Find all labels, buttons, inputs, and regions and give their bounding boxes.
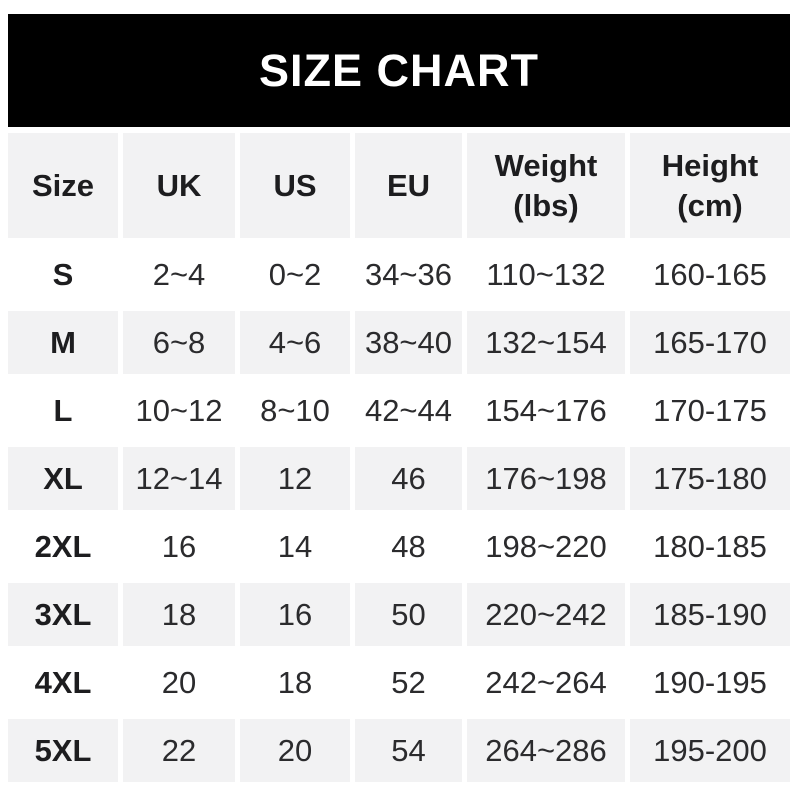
column-header-sub: (lbs) [513, 187, 579, 223]
uk-value: 10~12 [123, 379, 235, 442]
us-value: 0~2 [240, 243, 350, 306]
weight-value: 154~176 [467, 379, 625, 442]
column-header-uk: UK [123, 133, 235, 238]
table-row-5xl: 5XL 22 20 54 264~286 195-200 [8, 719, 790, 782]
eu-value: 34~36 [355, 243, 462, 306]
column-header-label: UK [156, 167, 202, 203]
us-value: 8~10 [240, 379, 350, 442]
column-header-label: US [273, 167, 317, 203]
column-header-label: EU [386, 167, 431, 203]
table-row-s: S 2~4 0~2 34~36 110~132 160-165 [8, 243, 790, 306]
eu-value: 46 [355, 447, 462, 510]
size-label: L [8, 379, 118, 442]
height-value: 160-165 [630, 243, 790, 306]
weight-value: 110~132 [467, 243, 625, 306]
size-label: M [8, 311, 118, 374]
table-row-l: L 10~12 8~10 42~44 154~176 170-175 [8, 379, 790, 442]
us-value: 4~6 [240, 311, 350, 374]
weight-value: 176~198 [467, 447, 625, 510]
header-row: Size UK US EU Weight (lbs) Height (cm) [8, 133, 790, 238]
column-header-label: Size [31, 167, 95, 203]
us-value: 20 [240, 719, 350, 782]
column-header-us: US [240, 133, 350, 238]
uk-value: 12~14 [123, 447, 235, 510]
table-row-2xl: 2XL 16 14 48 198~220 180-185 [8, 515, 790, 578]
uk-value: 18 [123, 583, 235, 646]
uk-value: 16 [123, 515, 235, 578]
page-title: SIZE CHART [259, 44, 539, 96]
size-label: 3XL [8, 583, 118, 646]
column-header-eu: EU [355, 133, 462, 238]
table-row-xl: XL 12~14 12 46 176~198 175-180 [8, 447, 790, 510]
column-header-label: Weight [494, 148, 598, 184]
size-label: 4XL [8, 651, 118, 714]
weight-value: 132~154 [467, 311, 625, 374]
weight-value: 220~242 [467, 583, 625, 646]
size-label: 5XL [8, 719, 118, 782]
uk-value: 2~4 [123, 243, 235, 306]
us-value: 12 [240, 447, 350, 510]
eu-value: 42~44 [355, 379, 462, 442]
column-header-sub: (cm) [677, 187, 743, 223]
uk-value: 20 [123, 651, 235, 714]
column-header-label: Height [661, 148, 759, 184]
size-label: S [8, 243, 118, 306]
uk-value: 6~8 [123, 311, 235, 374]
height-value: 185-190 [630, 583, 790, 646]
eu-value: 50 [355, 583, 462, 646]
size-label: XL [8, 447, 118, 510]
us-value: 18 [240, 651, 350, 714]
table-row-m: M 6~8 4~6 38~40 132~154 165-170 [8, 311, 790, 374]
eu-value: 54 [355, 719, 462, 782]
eu-value: 48 [355, 515, 462, 578]
size-label: 2XL [8, 515, 118, 578]
weight-value: 242~264 [467, 651, 625, 714]
table-row-3xl: 3XL 18 16 50 220~242 185-190 [8, 583, 790, 646]
height-value: 190-195 [630, 651, 790, 714]
height-value: 170-175 [630, 379, 790, 442]
banner: SIZE CHART [8, 14, 790, 127]
eu-value: 38~40 [355, 311, 462, 374]
us-value: 16 [240, 583, 350, 646]
uk-value: 22 [123, 719, 235, 782]
height-value: 180-185 [630, 515, 790, 578]
eu-value: 52 [355, 651, 462, 714]
column-header-weight: Weight (lbs) [467, 133, 625, 238]
column-header-size: Size [8, 133, 118, 238]
weight-value: 264~286 [467, 719, 625, 782]
height-value: 175-180 [630, 447, 790, 510]
column-header-height: Height (cm) [630, 133, 790, 238]
table-row-4xl: 4XL 20 18 52 242~264 190-195 [8, 651, 790, 714]
us-value: 14 [240, 515, 350, 578]
height-value: 195-200 [630, 719, 790, 782]
height-value: 165-170 [630, 311, 790, 374]
weight-value: 198~220 [467, 515, 625, 578]
size-table: Size UK US EU Weight (lbs) Height (cm) [3, 128, 795, 787]
